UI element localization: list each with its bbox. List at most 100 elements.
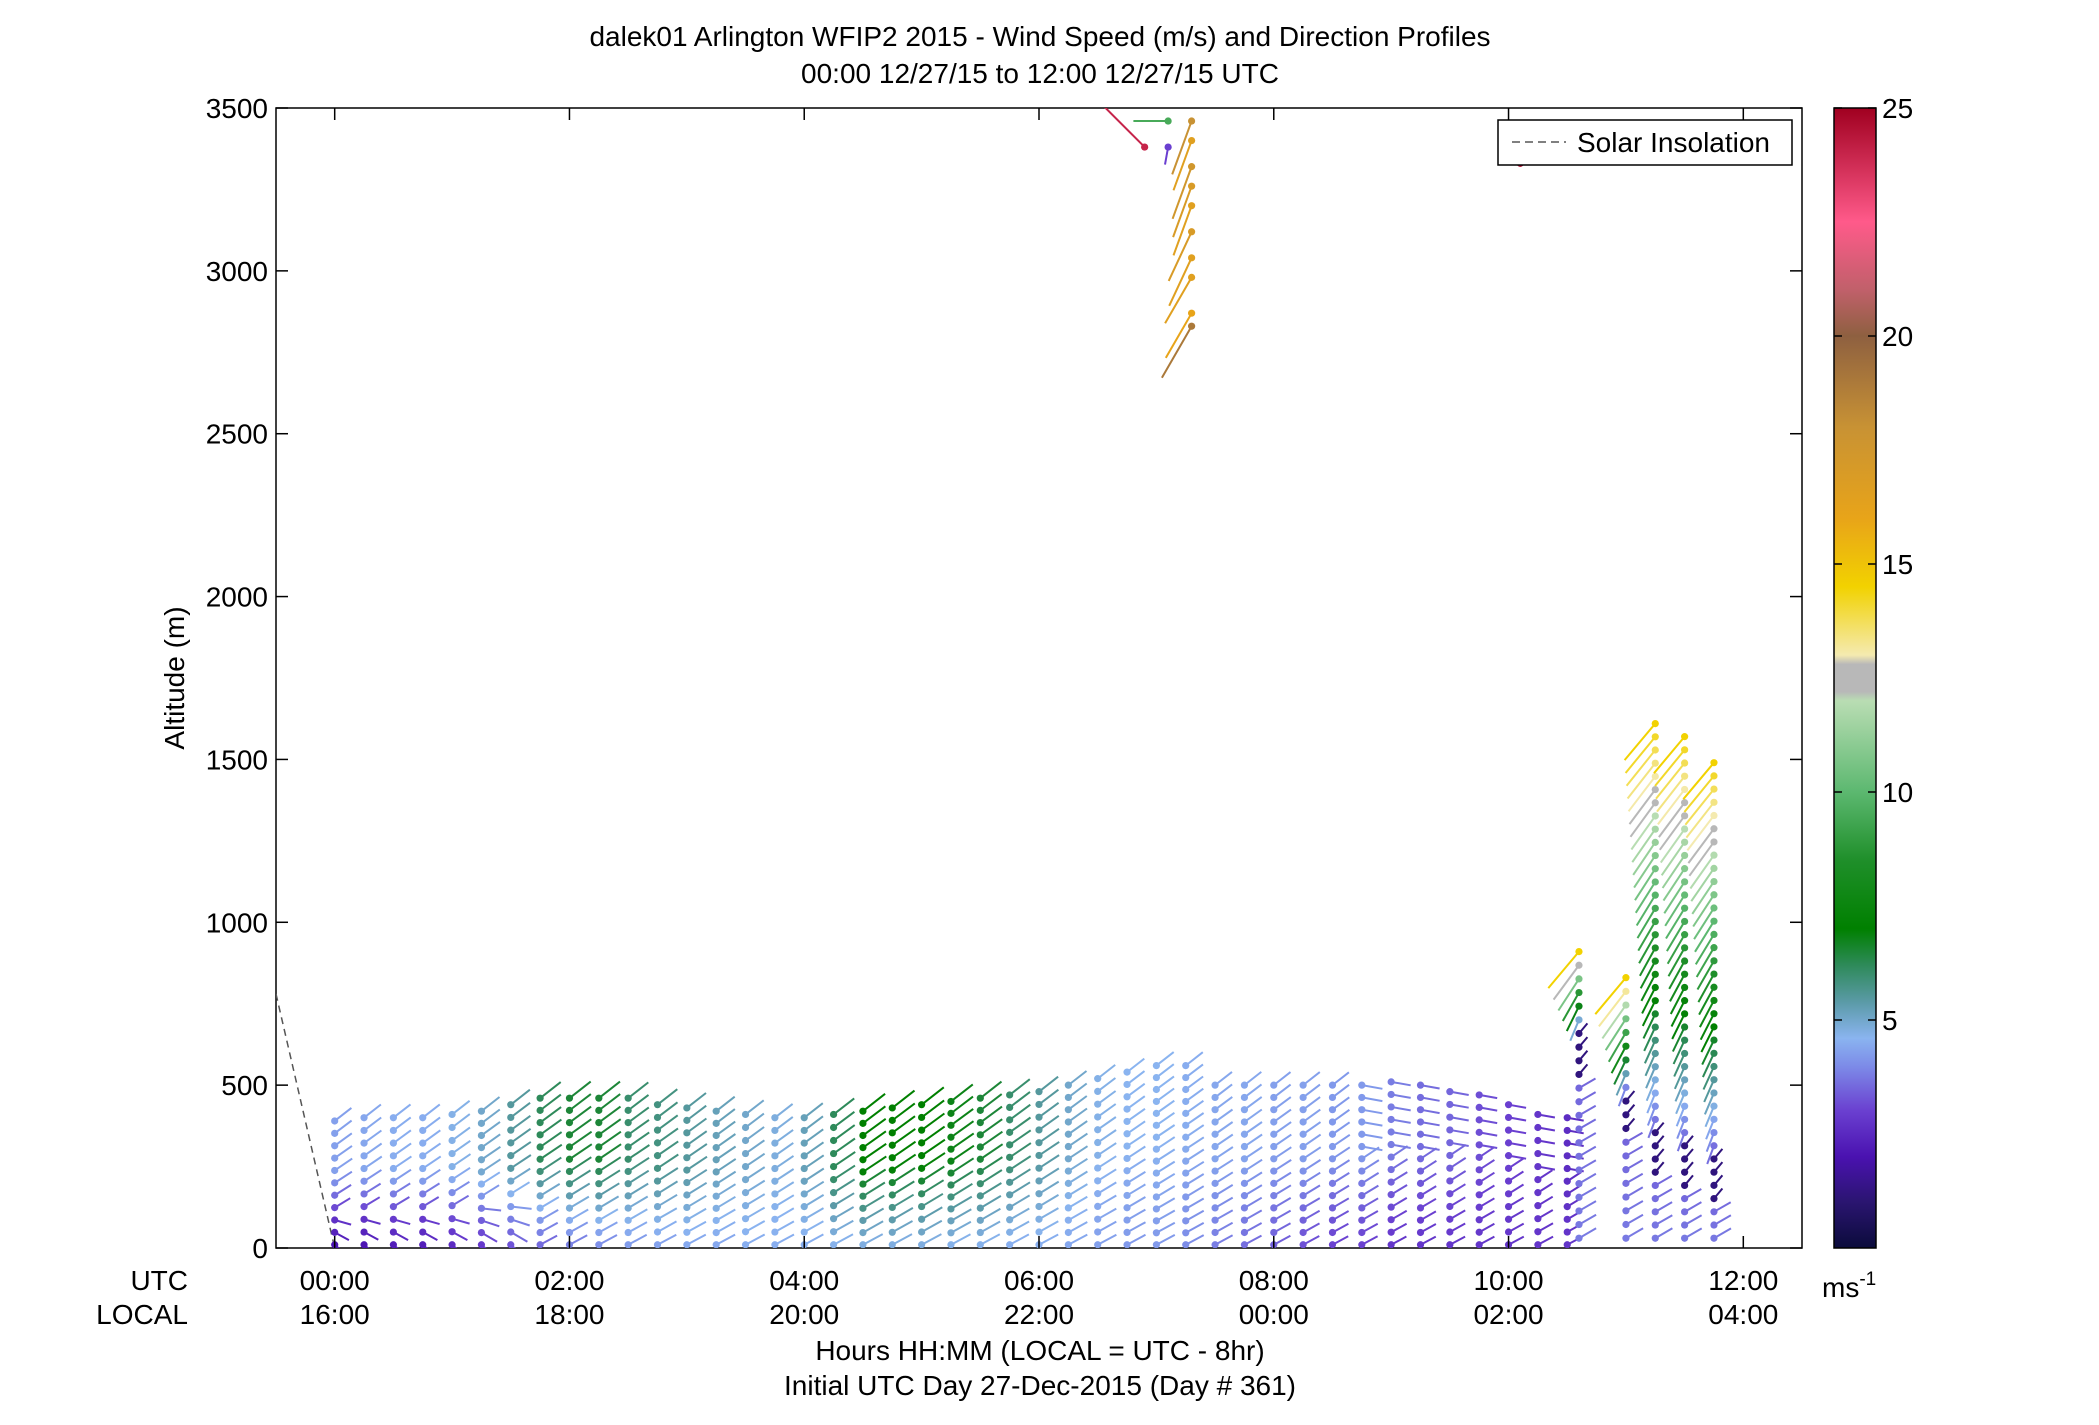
wind-barb-dot: [888, 1116, 896, 1124]
plot-area: 050010001500200025003000350000:0016:0002…: [206, 93, 1803, 1330]
wind-barb-dot: [507, 1113, 515, 1122]
wind-barb: [715, 1183, 737, 1198]
wind-barb: [1009, 1194, 1031, 1209]
wind-barb-dot: [1622, 1179, 1630, 1187]
wind-barb-dot: [947, 1241, 955, 1248]
wind-barb-dot: [1240, 1142, 1249, 1151]
wind-barb: [1639, 960, 1657, 989]
wind-barb-dot: [1446, 1100, 1454, 1109]
wind-barb-dot: [1651, 1089, 1659, 1097]
wind-barb-dot: [419, 1177, 427, 1185]
wind-barb: [1038, 1180, 1060, 1195]
wind-barb-dot: [1152, 1205, 1160, 1213]
wind-barb: [1552, 964, 1580, 1001]
wind-barb-dot: [1446, 1164, 1454, 1172]
x-tick-label-local: 20:00: [769, 1299, 839, 1330]
wind-barb-dot: [1094, 1228, 1102, 1236]
wind-barb-dot: [389, 1241, 397, 1248]
wind-barb: [1126, 1145, 1146, 1160]
wind-barb: [510, 1102, 531, 1119]
wind-barb-dot: [918, 1152, 926, 1160]
wind-barb: [774, 1233, 795, 1246]
wind-barb-dot: [1681, 944, 1689, 952]
wind-barb: [979, 1169, 1003, 1185]
wind-barb: [627, 1156, 650, 1173]
wind-barb: [1097, 1155, 1117, 1169]
wind-barb-dot: [829, 1176, 838, 1184]
wind-barb-dot: [1710, 785, 1718, 793]
wind-barb-dot: [1328, 1106, 1337, 1114]
wind-barb-dot: [1094, 1138, 1102, 1147]
wind-barb: [1185, 1112, 1205, 1127]
wind-barb-upper-dot: [1188, 322, 1196, 330]
wind-barb: [1634, 881, 1657, 914]
y-tick-label: 1500: [206, 744, 268, 775]
wind-barb-dot: [1328, 1130, 1337, 1138]
wind-barb-dot: [771, 1126, 779, 1135]
wind-barb-dot: [477, 1144, 486, 1152]
wind-barb-dot: [712, 1119, 720, 1127]
wind-barb: [656, 1140, 679, 1157]
wind-barb-dot: [741, 1228, 750, 1236]
wind-barb-dot: [565, 1094, 574, 1102]
wind-barb-dot: [888, 1178, 896, 1187]
wind-barb: [1624, 736, 1657, 774]
wind-barb-dot: [448, 1202, 456, 1210]
wind-barb-dot: [1416, 1204, 1425, 1212]
wind-barb-dot: [1534, 1215, 1542, 1223]
wind-barb-dot: [1416, 1118, 1425, 1126]
wind-barb: [451, 1113, 471, 1129]
wind-barb: [979, 1130, 1003, 1148]
wind-barb-dot: [653, 1190, 662, 1198]
wind-barb: [950, 1220, 972, 1234]
wind-barb-dot: [565, 1155, 574, 1163]
wind-barb: [568, 1169, 592, 1185]
wind-barb-dot: [1152, 1145, 1160, 1153]
wind-barb: [568, 1143, 593, 1161]
wind-barb: [598, 1093, 621, 1112]
wind-barb-dot: [507, 1241, 515, 1248]
y-tick-label: 2000: [206, 582, 268, 613]
wind-barb-dot: [1504, 1202, 1513, 1211]
wind-barb-dot: [1651, 1010, 1659, 1018]
wind-barb-dot: [888, 1216, 896, 1224]
wind-barb-dot: [976, 1216, 984, 1224]
wind-barb-dot: [1358, 1130, 1366, 1138]
wind-barb: [1629, 802, 1657, 838]
wind-barb-dot: [1475, 1128, 1483, 1136]
x-tick-label-utc: 10:00: [1473, 1265, 1543, 1296]
wind-barb-upper-dot: [1188, 117, 1196, 125]
wind-barb-dot: [1387, 1178, 1395, 1186]
wind-barb-dot: [1358, 1241, 1366, 1248]
wind-barb-dot: [1681, 799, 1689, 807]
wind-barb-dot: [1182, 1217, 1190, 1225]
wind-barb: [1038, 1088, 1060, 1106]
wind-barb-dot: [1622, 1015, 1630, 1023]
wind-barb-dot: [1681, 904, 1689, 912]
wind-barb-dot: [1064, 1142, 1072, 1151]
wind-barb-dot: [1681, 878, 1689, 886]
wind-barb-dot: [1681, 825, 1689, 833]
solar-insolation-line: [276, 993, 336, 1248]
wind-barb: [744, 1139, 765, 1155]
wind-barb-dot: [888, 1166, 896, 1174]
wind-barb-dot: [536, 1204, 544, 1212]
wind-barb: [832, 1124, 856, 1142]
wind-barb-dot: [1681, 891, 1689, 899]
wind-barb-dot: [1446, 1190, 1454, 1198]
wind-barb-dot: [683, 1178, 691, 1187]
wind-barb-dot: [565, 1180, 574, 1188]
wind-barb: [1067, 1170, 1088, 1185]
wind-barb-dot: [1035, 1215, 1043, 1223]
wind-barb: [686, 1181, 708, 1196]
wind-barb: [568, 1118, 592, 1136]
wind-barb-dot: [918, 1215, 926, 1223]
wind-barb: [1674, 1079, 1686, 1102]
wind-barb-dot: [507, 1190, 515, 1198]
wind-barb-dot: [888, 1154, 896, 1162]
wind-barb-dot: [360, 1190, 368, 1198]
wind-barb: [1700, 1026, 1715, 1053]
wind-barb: [803, 1233, 824, 1246]
wind-barb: [1692, 894, 1715, 928]
wind-barb-dot: [624, 1228, 632, 1237]
